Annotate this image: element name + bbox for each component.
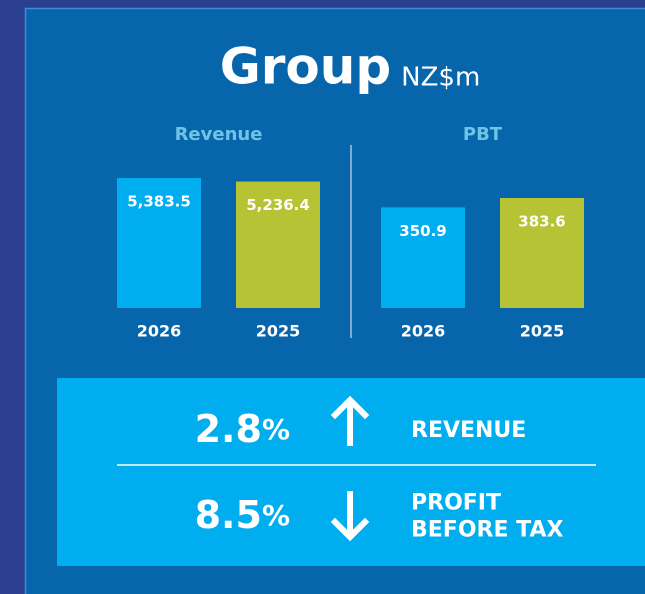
bar — [236, 181, 320, 308]
summary-label: REVENUE — [411, 418, 526, 443]
summary-label: PROFIT — [411, 491, 501, 516]
arrow-up — [330, 395, 370, 446]
value-label: 350.9 — [399, 222, 446, 240]
percent-unit: % — [262, 499, 290, 532]
percent-unit: % — [262, 413, 290, 446]
percent: 2.8% — [195, 407, 290, 451]
summary-label: BEFORE TAX — [411, 518, 563, 543]
bar — [500, 198, 584, 308]
bar — [381, 207, 465, 308]
chart-title: Revenue — [175, 124, 263, 145]
value-label: 5,236.4 — [246, 196, 310, 214]
value-label: 383.6 — [518, 213, 565, 231]
x-tick-label: 2026 — [401, 322, 446, 341]
percent-value: 2.8 — [195, 407, 262, 451]
title: Group — [220, 38, 391, 96]
arrow-down — [330, 491, 370, 542]
unit: NZ$m — [401, 63, 480, 93]
x-tick-label: 2025 — [256, 322, 301, 341]
chart-title: PBT — [463, 124, 503, 145]
percent: 8.5% — [195, 493, 290, 537]
x-tick-label: 2026 — [137, 322, 182, 341]
x-tick-label: 2025 — [520, 322, 565, 341]
value-label: 5,383.5 — [127, 193, 191, 211]
percent-value: 8.5 — [195, 493, 262, 537]
bar — [117, 178, 201, 308]
